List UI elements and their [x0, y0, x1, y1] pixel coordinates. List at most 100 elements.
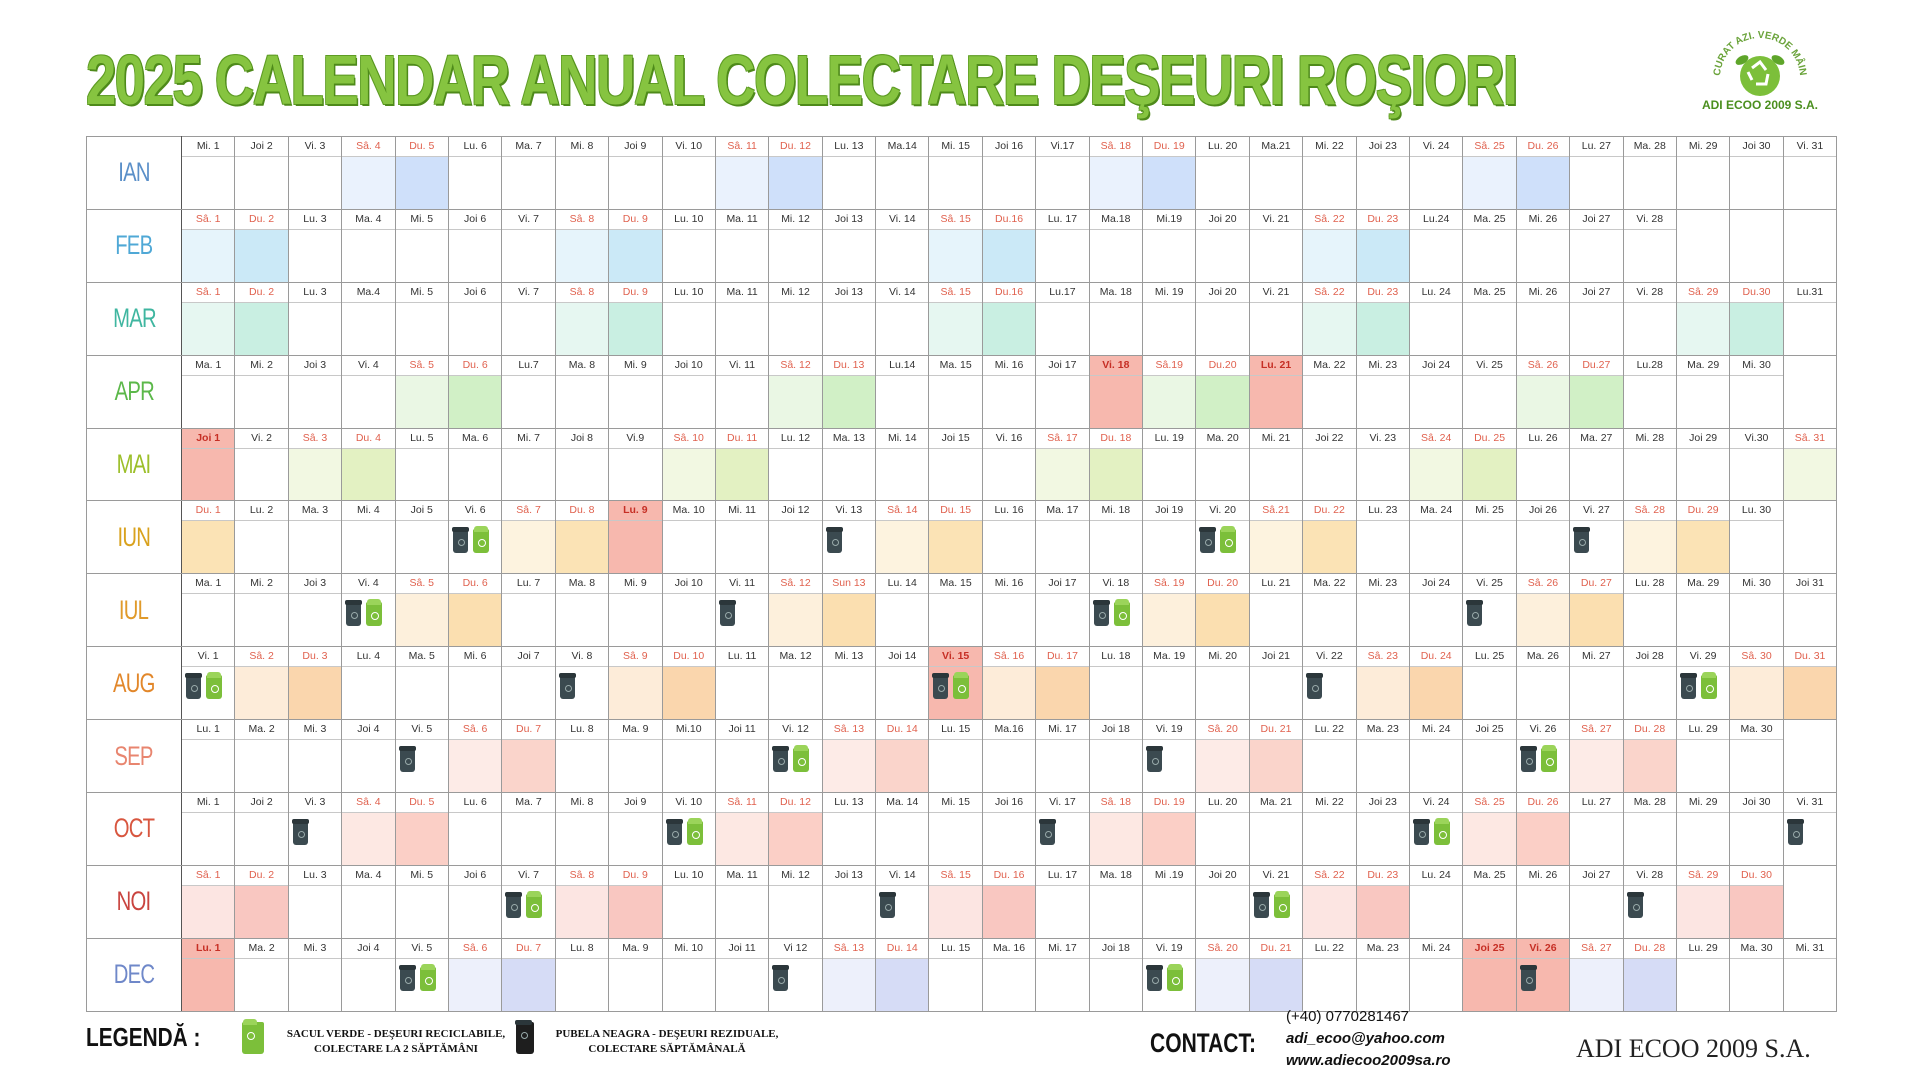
day-label: Vi. 1	[182, 647, 234, 668]
black-bin-icon	[1786, 819, 1804, 846]
day-label: Mi. 1	[182, 793, 234, 814]
day-label: Joi 13	[823, 210, 875, 230]
day-label: Mi. 8	[556, 137, 608, 157]
day-cell: Sâ. 4	[341, 792, 396, 866]
day-label: Du. 6	[449, 356, 501, 376]
day-cell: Du. 14	[875, 937, 930, 1012]
day-cell: Sâ. 11	[714, 792, 770, 866]
day-cell: Ma.18	[1088, 208, 1144, 283]
day-cell: Ma. 2	[234, 937, 289, 1012]
day-label: Joi 20	[1196, 866, 1249, 886]
day-label: Ma. 22	[1303, 574, 1356, 595]
day-cell: Vi. 5	[394, 937, 449, 1012]
contact-phone: (+40) 0770281467	[1286, 1008, 1410, 1025]
day-cell: Du.27	[1569, 354, 1624, 429]
day-label: Lu. 21	[1250, 574, 1302, 595]
day-cell: Joi 25	[1462, 719, 1517, 794]
day-label: Du. 26	[1517, 793, 1569, 814]
day-cell: Ma. 18	[1088, 281, 1144, 356]
black-bin-icon	[772, 746, 790, 773]
day-cell: Du. 14	[875, 719, 930, 794]
day-label: Ma. 28	[1624, 137, 1676, 157]
day-label: Vi. 7	[502, 210, 555, 230]
day-cell: Ma. 23	[1355, 719, 1410, 794]
day-cell: Du. 30	[1729, 864, 1784, 939]
day-cell: Mi. 27	[1569, 646, 1624, 721]
day-cell: Mi. 23	[1355, 354, 1410, 429]
day-label: Du. 2	[235, 210, 288, 230]
day-label: Sâ. 23	[1357, 647, 1409, 668]
collection-markers	[772, 964, 790, 991]
collection-markers	[1412, 818, 1450, 846]
day-cell: Lu. 10	[661, 208, 716, 283]
day-cell: Du. 23	[1355, 208, 1410, 283]
month-row: MAR Sâ. 1 Du. 2 Lu. 3 Ma.4 Mi. 5 Joi 6 Vi. 7 Sâ.…	[86, 281, 1838, 356]
day-cell: Lu. 25	[1462, 646, 1517, 721]
contact-email[interactable]: adi_ecoo@yahoo.com	[1286, 1030, 1445, 1047]
day-label: Mi. 17	[1036, 939, 1089, 959]
day-cell: Lu. 10	[661, 281, 716, 356]
day-label: Ma. 25	[1463, 210, 1516, 230]
day-cell: Mi. 26	[1515, 864, 1571, 939]
day-cell: Lu. 22	[1302, 719, 1357, 794]
black-bin-icon	[345, 600, 363, 627]
day-cell: Sâ. 10	[661, 427, 716, 502]
day-cell: Vi. 24	[1408, 136, 1464, 210]
day-cell: Sâ. 27	[1569, 937, 1624, 1012]
page-title: 2025 CALENDAR ANUAL COLECTARE DEŞEURI RO…	[86, 41, 1518, 119]
day-label: Sâ. 24	[1410, 429, 1462, 449]
day-cell: Sâ. 30	[1729, 646, 1784, 721]
black-bin-icon	[1519, 964, 1537, 991]
day-label: Du. 2	[235, 866, 288, 886]
day-cell: Lu. 13	[821, 792, 877, 866]
day-label: Mi. 2	[235, 574, 288, 595]
day-cell: Mi. 22	[1302, 792, 1357, 866]
day-label: Sâ. 15	[929, 283, 982, 303]
day-label: Ma.4	[342, 283, 395, 303]
day-label: Sâ. 13	[823, 720, 875, 741]
day-label: Lu.31	[1784, 283, 1836, 303]
day-cell	[1782, 719, 1838, 794]
collection-markers	[1786, 819, 1804, 846]
day-label: Du.16	[983, 283, 1035, 303]
day-label: Vi. 27	[1570, 501, 1623, 522]
day-cell: Joi 13	[821, 864, 877, 939]
day-label: Vi. 25	[1463, 356, 1516, 376]
day-label: Lu.7	[502, 356, 555, 376]
day-label: Du. 22	[1303, 501, 1356, 522]
day-label: Mi. 22	[1303, 137, 1356, 157]
day-label: Vi. 11	[716, 356, 768, 376]
day-label: Vi. 14	[876, 210, 928, 230]
day-label: Ma. 7	[502, 137, 555, 157]
day-label: Joi 16	[983, 137, 1035, 157]
day-label: Lu. 15	[929, 939, 982, 959]
day-cell: Vi. 20	[1195, 500, 1250, 575]
day-label: Mi .19	[1143, 866, 1195, 886]
day-cell: Vi. 7	[501, 864, 556, 939]
day-cell: Joi 29	[1675, 427, 1731, 502]
day-cell: Vi. 24	[1408, 792, 1464, 866]
day-cell: Du. 15	[928, 500, 983, 575]
black-bin-icon	[1412, 819, 1430, 846]
day-cell: Vi. 22	[1302, 646, 1357, 721]
day-cell: Du. 13	[821, 354, 877, 429]
day-label: Du. 9	[609, 283, 662, 303]
day-label: Mi. 21	[1250, 429, 1302, 449]
day-label: Ma. 29	[1677, 356, 1729, 376]
contact-website[interactable]: www.adiecoo2009sa.ro	[1286, 1052, 1451, 1069]
day-cell: Joi 10	[661, 354, 716, 429]
day-cell: Sâ. 22	[1302, 864, 1357, 939]
day-cell: Ma. 30	[1729, 937, 1784, 1012]
day-label: Joi 27	[1570, 283, 1623, 303]
day-label: Mi. 4	[342, 501, 395, 522]
day-label: Ma. 15	[929, 574, 982, 595]
day-cell: Sâ. 14	[875, 500, 930, 575]
collection-markers	[825, 527, 843, 554]
day-label: Mi. 27	[1570, 647, 1623, 668]
day-label: Lu. 8	[556, 720, 608, 741]
day-label: Mi. 30	[1730, 574, 1783, 595]
day-cell: Mi. 25	[1462, 500, 1517, 575]
day-cell: Mi. 5	[394, 864, 449, 939]
day-label: Vi. 4	[342, 574, 395, 595]
day-label: Ma. 11	[716, 210, 768, 230]
